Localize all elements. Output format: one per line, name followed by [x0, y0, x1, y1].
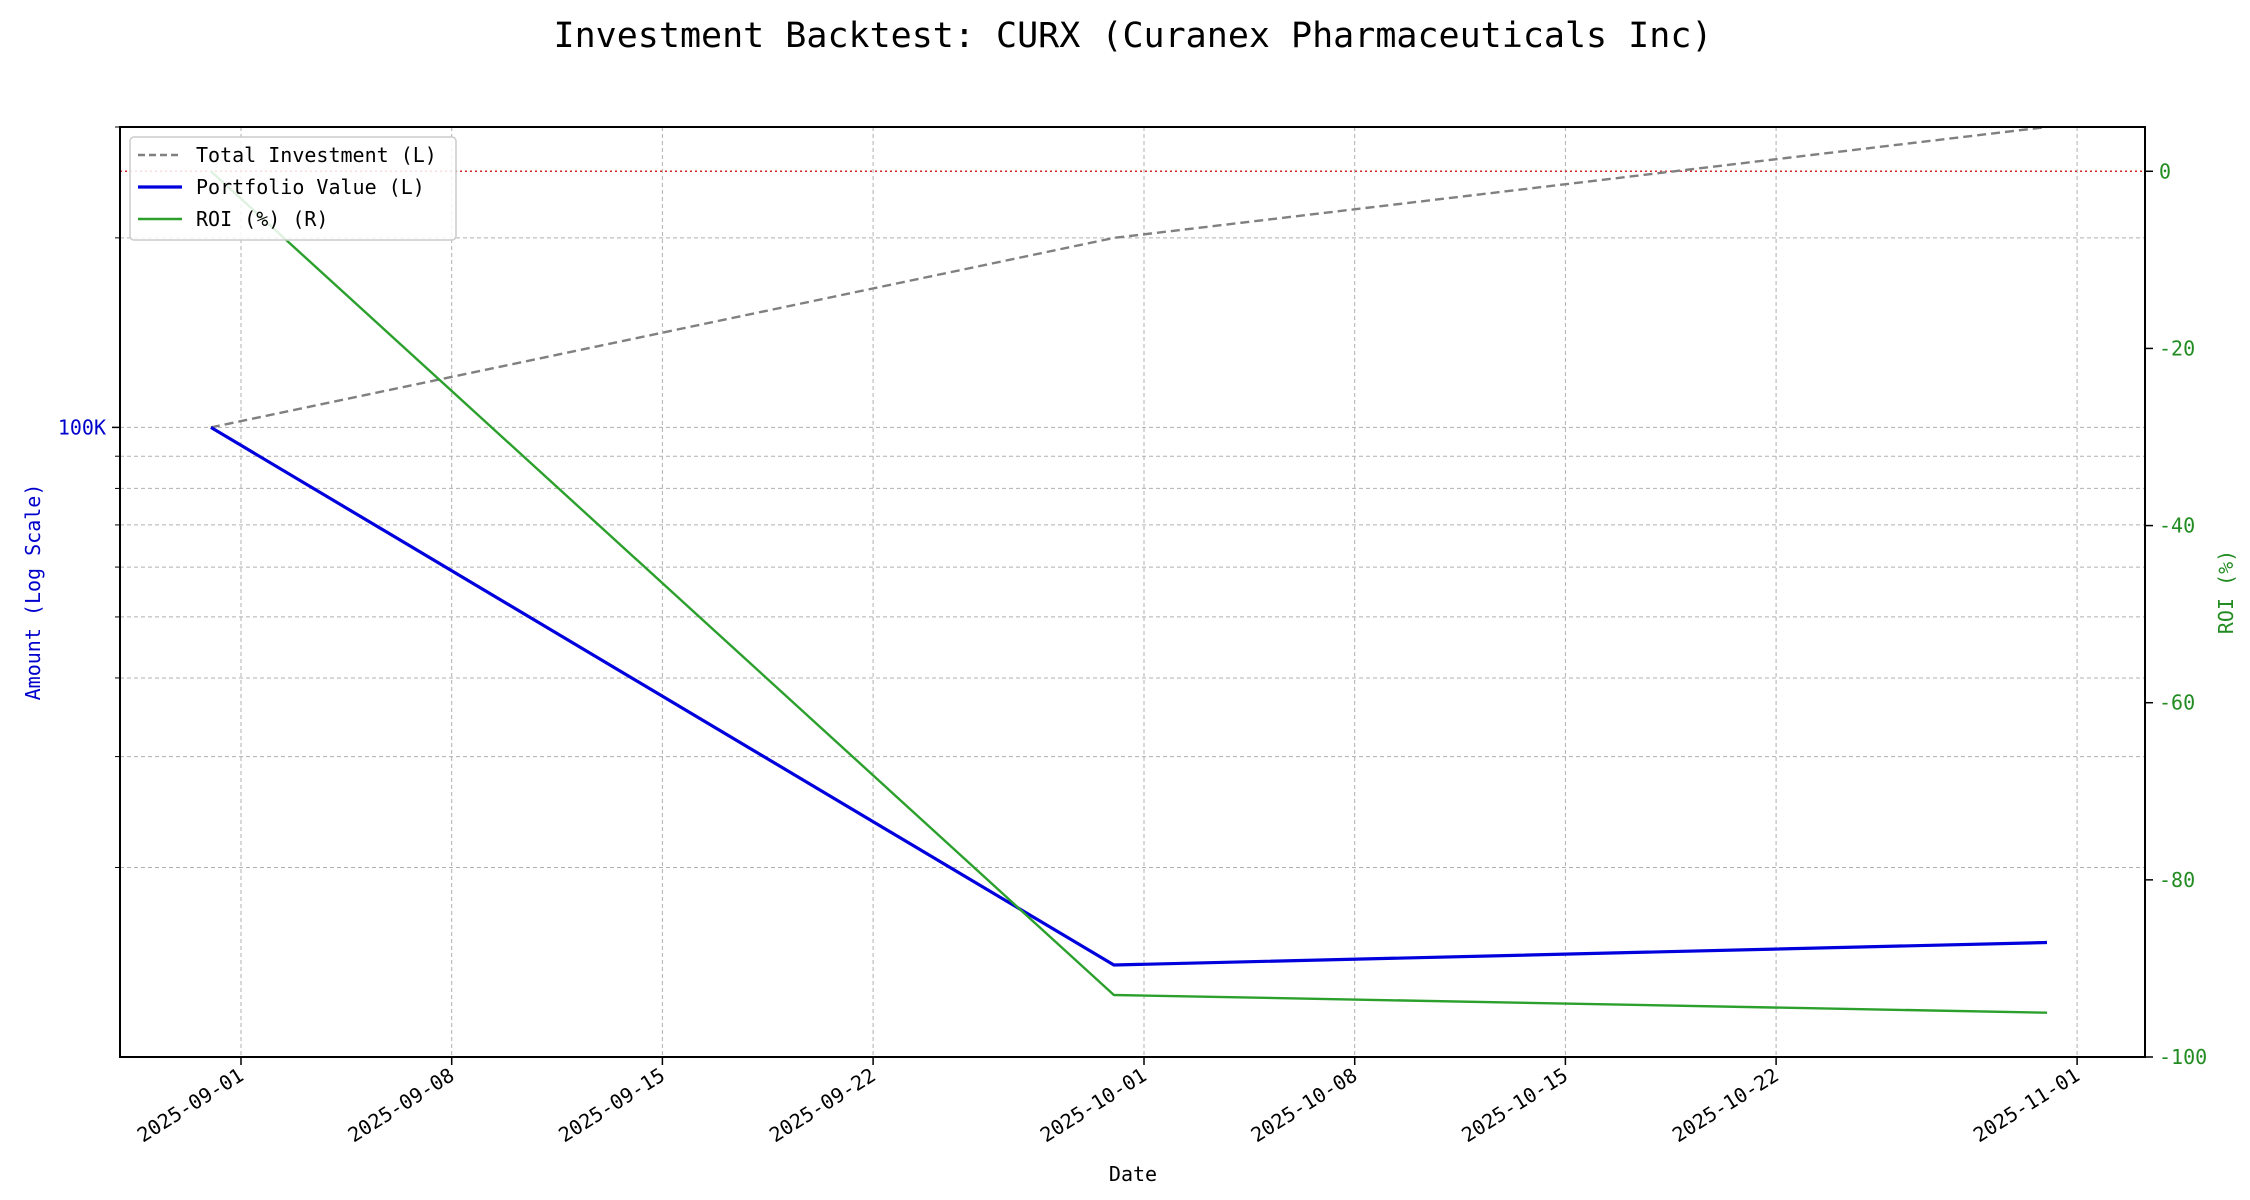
series-line-1: [210, 426, 2048, 967]
x-tick-label: 2025-09-08: [344, 1063, 459, 1147]
legend-label-2: ROI (%) (R): [196, 207, 328, 231]
legend-box: [129, 136, 457, 241]
y-left-tick-label: 100K: [58, 415, 106, 439]
x-axis-title: Date: [1109, 1162, 1157, 1186]
y-right-tick-label: -60: [2159, 691, 2195, 715]
x-tick-label: 2025-10-22: [1668, 1063, 1783, 1147]
y-axis-right-title: ROI (%): [2214, 550, 2238, 634]
x-tick-label: 2025-10-08: [1247, 1063, 1362, 1147]
x-axis: 2025-09-01 2025-09-08 2025-09-15 2025-09-22…: [133, 1057, 2084, 1147]
x-tick-label: 2025-10-01: [1036, 1063, 1151, 1147]
legend: Total Investment (L) Portfolio Value (L) R…: [129, 136, 457, 241]
series-line-2: [210, 170, 2048, 1014]
grid: [120, 126, 2145, 1057]
series-line-0: [210, 125, 2048, 429]
y-right-tick-label: -40: [2159, 514, 2195, 538]
legend-label-1: Portfolio Value (L): [196, 175, 425, 199]
x-tick-label: 2025-09-01: [133, 1063, 248, 1147]
x-tick-label: 2025-09-15: [554, 1063, 669, 1147]
y-axis-left: 100K: [58, 126, 120, 868]
chart-title: Investment Backtest: CURX (Curanex Pharm…: [554, 16, 1713, 56]
x-tick-label: 2025-11-01: [1969, 1063, 2084, 1147]
y-right-tick-label: -100: [2159, 1045, 2207, 1069]
y-right-tick-label: 0: [2159, 159, 2171, 183]
plot-area: [119, 126, 2146, 1058]
x-tick-label: 2025-10-15: [1457, 1063, 1572, 1147]
series-layer: [210, 125, 2048, 1014]
legend-label-0: Total Investment (L): [196, 143, 437, 167]
x-tick-label: 2025-09-22: [765, 1063, 880, 1147]
y-right-tick-label: -80: [2159, 868, 2195, 892]
y-axis-left-title: Amount (Log Scale): [21, 484, 45, 701]
y-axis-right: 0 -20 -40 -60 -80 -100: [2145, 159, 2207, 1069]
y-right-tick-label: -20: [2159, 336, 2195, 360]
